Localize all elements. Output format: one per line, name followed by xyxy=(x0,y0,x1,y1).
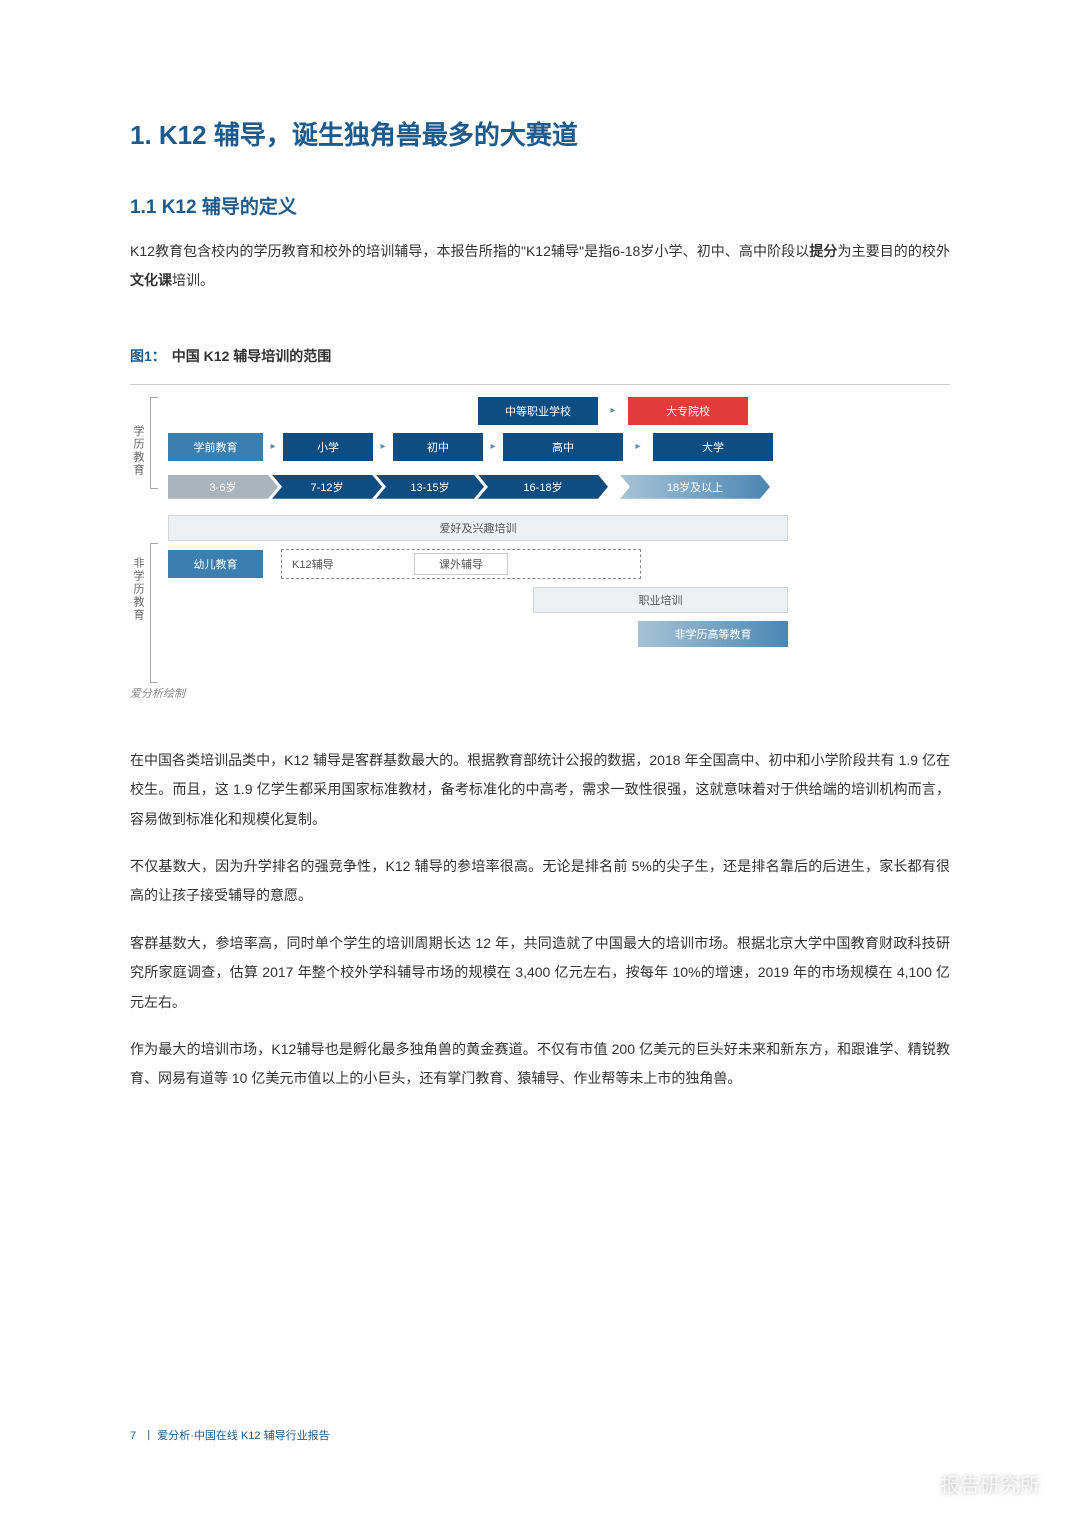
row-higher-ed: 非学历高等教育 xyxy=(130,621,950,647)
intro-paragraph: K12教育包含校内的学历教育和校外的培训辅导，本报告所指的"K12辅导"是指6-… xyxy=(130,237,950,296)
figure-number: 图1： xyxy=(130,348,166,364)
row-hobby: 爱好及兴趣培训 xyxy=(130,515,950,541)
body-paragraph: 客群基数大，参培率高，同时单个学生的培训周期长达 12 年，共同造就了中国最大的… xyxy=(130,929,950,1017)
body-paragraph: 作为最大的培训市场，K12辅导也是孵化最多独角兽的黄金赛道。不仅有市值 200 … xyxy=(130,1035,950,1094)
page-number: 7 xyxy=(130,1430,140,1442)
arrow-icon: ▸ xyxy=(483,441,503,452)
watermark-text: 报告研究所 xyxy=(940,1469,1040,1498)
figure-1-diagram: 学历教育 非学历教育 中等职业学校▸大专院校 学前教育▸小学▸初中▸高中▸大学 … xyxy=(130,384,950,667)
section-heading-1-1: 1.1 K12 辅导的定义 xyxy=(130,192,950,219)
stage-box: 初中 xyxy=(393,433,483,461)
k12-dashed-box: K12辅导 课外辅导 xyxy=(281,549,641,579)
row-vocational: 中等职业学校▸大专院校 xyxy=(130,397,950,425)
body-paragraph: 不仅基数大，因为升学排名的强竞争性，K12 辅导的参培率很高。无论是排名前 5%… xyxy=(130,852,950,911)
stage-box: 大专院校 xyxy=(628,397,748,425)
watermark: 报告研究所 xyxy=(908,1469,1040,1498)
body-paragraph: 在中国各类培训品类中，K12 辅导是客群基数最大的。根据教育部统计公报的数据，2… xyxy=(130,746,950,834)
figure-caption: 中国 K12 辅导培训的范围 xyxy=(172,348,331,364)
figure-credit: 爱分析绘制 xyxy=(130,685,950,701)
row-k12-tutoring: 幼儿教育 K12辅导 课外辅导 xyxy=(130,549,950,579)
wechat-icon xyxy=(908,1471,934,1497)
arrow-icon: ▸ xyxy=(623,441,653,452)
row-ages: 3-6岁7-12岁13-15岁16-18岁 18岁及以上 xyxy=(130,475,950,499)
k12-label: K12辅导 xyxy=(292,556,334,572)
arrow-icon: ▸ xyxy=(373,441,393,452)
stage-box: 高中 xyxy=(503,433,623,461)
arrow-icon: ▸ xyxy=(598,405,628,416)
row-career: 职业培训 xyxy=(130,587,950,613)
figure-1-title: 图1： 中国 K12 辅导培训的范围 xyxy=(130,346,950,366)
extra-tutoring-label: 课外辅导 xyxy=(414,553,508,575)
hobby-training-box: 爱好及兴趣培训 xyxy=(168,515,788,541)
stage-box: 学前教育 xyxy=(168,433,263,461)
arrow-icon: ▸ xyxy=(263,441,283,452)
preschool-box: 幼儿教育 xyxy=(168,550,263,578)
footer-sep: 丨 xyxy=(143,1430,154,1442)
age-chevron: 3-6岁 xyxy=(168,475,278,499)
stage-box: 小学 xyxy=(283,433,373,461)
age-chevron: 16-18岁 xyxy=(478,475,608,499)
stage-box: 大学 xyxy=(653,433,773,461)
age-chevron: 7-12岁 xyxy=(272,475,382,499)
section-heading-1: 1. K12 辅导，诞生独角兽最多的大赛道 xyxy=(130,115,950,152)
footer-text: 爱分析·中国在线 K12 辅导行业报告 xyxy=(157,1430,329,1442)
career-training-box: 职业培训 xyxy=(533,587,788,613)
stage-box: 中等职业学校 xyxy=(478,397,598,425)
non-degree-higher-ed-box: 非学历高等教育 xyxy=(638,621,788,647)
row-main-stages: 学前教育▸小学▸初中▸高中▸大学 xyxy=(130,433,950,461)
age-chevron: 13-15岁 xyxy=(376,475,484,499)
page-footer: 7 丨 爱分析·中国在线 K12 辅导行业报告 xyxy=(130,1427,330,1443)
age-chevron: 18岁及以上 xyxy=(620,475,770,499)
